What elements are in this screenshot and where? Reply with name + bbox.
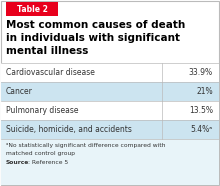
Text: 21%: 21% — [196, 87, 213, 96]
Bar — [1, 120, 219, 139]
Text: in individuals with significant: in individuals with significant — [6, 33, 180, 43]
Text: mental illness: mental illness — [6, 46, 88, 56]
Bar — [1, 82, 219, 101]
Text: matched control group: matched control group — [6, 151, 75, 156]
Bar — [1, 139, 219, 185]
Text: Pulmonary disease: Pulmonary disease — [6, 106, 79, 115]
Text: Suicide, homicide, and accidents: Suicide, homicide, and accidents — [6, 125, 132, 134]
Text: 13.5%: 13.5% — [189, 106, 213, 115]
Text: Most common causes of death: Most common causes of death — [6, 20, 185, 30]
Text: Cancer: Cancer — [6, 87, 33, 96]
Text: Cardiovascular disease: Cardiovascular disease — [6, 68, 95, 77]
Text: ᵃNo statistically significant difference compared with: ᵃNo statistically significant difference… — [6, 143, 165, 148]
Text: Table 2: Table 2 — [16, 4, 48, 14]
Bar — [1, 101, 219, 120]
Bar — [1, 63, 219, 82]
Text: : Reference 5: : Reference 5 — [28, 160, 68, 165]
Text: 33.9%: 33.9% — [189, 68, 213, 77]
Text: 5.4%ᵃ: 5.4%ᵃ — [191, 125, 213, 134]
Text: Source: Source — [6, 160, 29, 165]
Bar — [6, 2, 58, 16]
